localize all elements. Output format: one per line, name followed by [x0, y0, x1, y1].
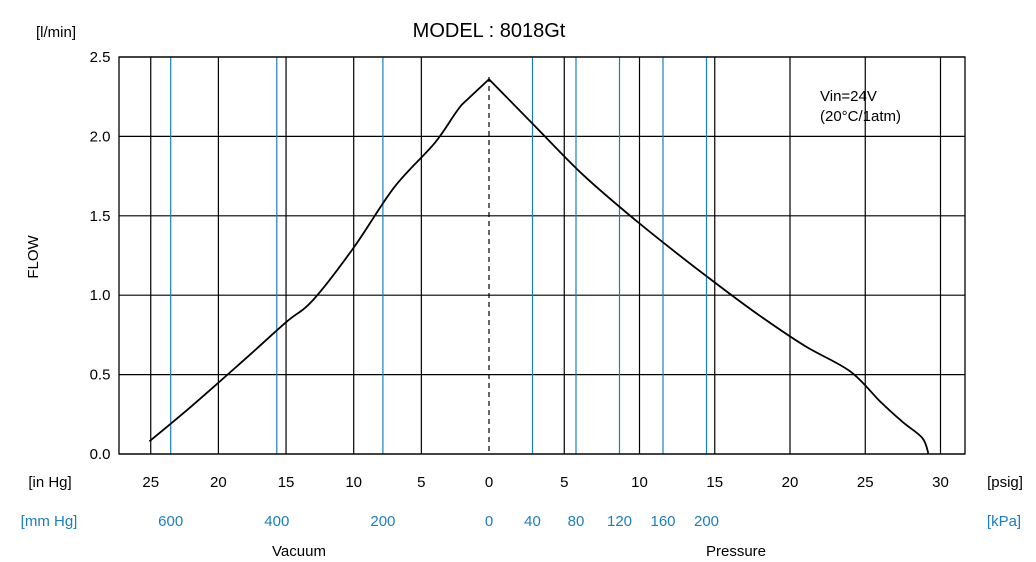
kpa-tick-label: 80: [568, 513, 585, 530]
y-tick-label: 0.0: [90, 446, 111, 463]
y-tick-label: 2.5: [90, 49, 111, 66]
y-axis-unit: [l/min]: [36, 24, 76, 41]
kpa-tick-label: 120: [607, 513, 632, 530]
vacuum-axis-label: Vacuum: [272, 543, 326, 560]
kpa-tick-label: 160: [650, 513, 675, 530]
inhg-unit-label: [in Hg]: [28, 474, 71, 491]
mmhg-tick-label: 400: [264, 513, 289, 530]
psig-tick-label: 25: [857, 474, 874, 491]
chart-title: MODEL : 8018Gt: [413, 20, 566, 42]
inhg-tick-label: 25: [142, 474, 159, 491]
psig-tick-label: 10: [631, 474, 648, 491]
inhg-tick-label: 0: [485, 474, 493, 491]
kpa-unit-label: [kPa]: [987, 513, 1021, 530]
psig-tick-label: 20: [782, 474, 799, 491]
kpa-tick-label: 200: [694, 513, 719, 530]
plot-frame: [118, 56, 966, 455]
psig-tick-label: 30: [932, 474, 949, 491]
pressure-axis-label: Pressure: [706, 543, 766, 560]
annotation-vin: Vin=24V: [820, 88, 877, 105]
inhg-tick-label: 15: [278, 474, 295, 491]
mmhg-tick-label: 200: [370, 513, 395, 530]
mmhg-tick-label: 600: [158, 513, 183, 530]
y-tick-label: 0.5: [90, 367, 111, 384]
mmhg-tick-label: 0: [485, 513, 493, 530]
mmhg-unit-label: [mm Hg]: [21, 513, 78, 530]
y-axis-label: FLOW: [25, 234, 42, 278]
kpa-tick-label: 40: [524, 513, 541, 530]
psig-unit-label: [psig]: [987, 474, 1023, 491]
psig-tick-label: 5: [560, 474, 568, 491]
y-tick-label: 1.5: [90, 208, 111, 225]
inhg-tick-label: 20: [210, 474, 227, 491]
annotation-conditions: (20°C/1atm): [820, 108, 901, 125]
inhg-tick-label: 10: [345, 474, 362, 491]
psig-tick-label: 15: [706, 474, 723, 491]
y-tick-label: 1.0: [90, 287, 111, 304]
inhg-tick-label: 5: [417, 474, 425, 491]
flow-curve: [148, 77, 930, 455]
y-tick-label: 2.0: [90, 128, 111, 145]
